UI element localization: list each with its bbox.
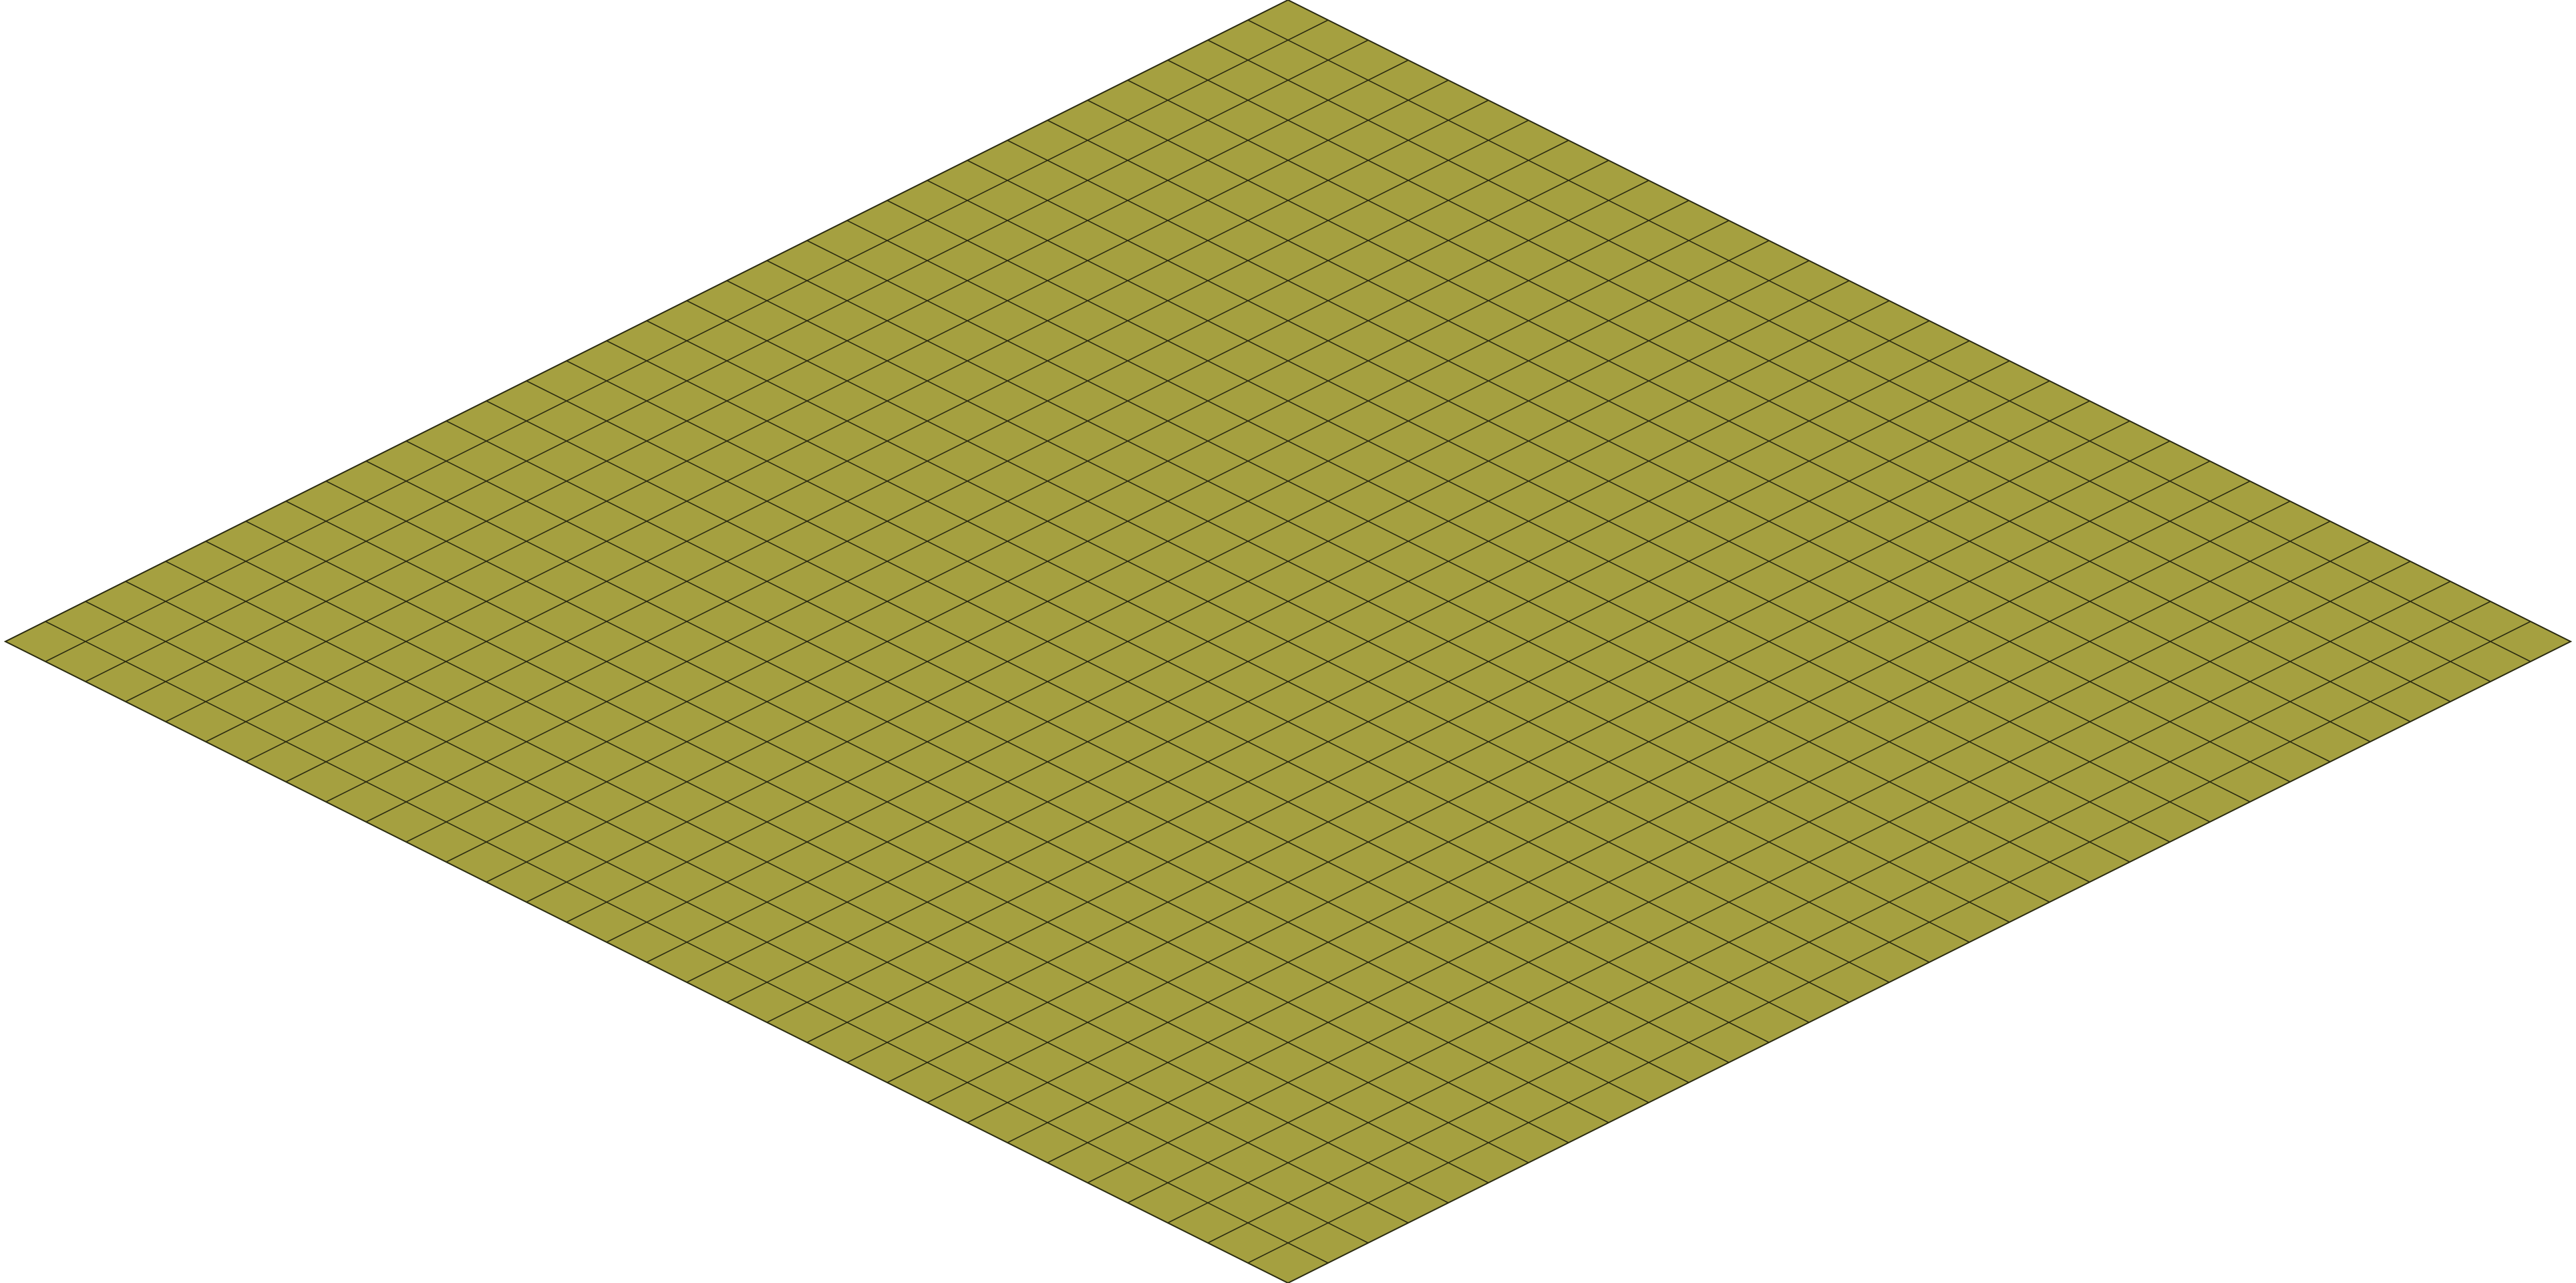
grid-line-col — [45, 19, 1329, 662]
grid-line-col — [766, 380, 2050, 1023]
grid-line-col — [325, 160, 1609, 803]
grid-line-col — [365, 180, 1649, 823]
grid-line-col — [606, 300, 1890, 943]
grid-line-col — [967, 480, 2251, 1123]
grid-line-col — [526, 260, 1810, 903]
tile-grid — [45, 19, 2531, 1264]
grid-line-col — [165, 80, 1449, 722]
grid-line-col — [1087, 541, 2371, 1183]
grid-line-col — [1127, 561, 2411, 1203]
grid-line-col — [887, 440, 2170, 1083]
grid-line-col — [205, 100, 1489, 742]
grid-line-col — [285, 140, 1569, 782]
grid-line-col — [446, 220, 1730, 863]
grid-line-col — [1047, 521, 2331, 1163]
grid-line-col — [806, 400, 2090, 1043]
grid-line-col — [486, 240, 1770, 883]
grid-line-col — [686, 340, 1970, 983]
grid-line-col — [85, 39, 1369, 682]
grid-line-col — [927, 460, 2211, 1103]
grid-line-col — [245, 120, 1529, 762]
grid-line-col — [646, 320, 1930, 963]
grid-line-col — [846, 420, 2130, 1063]
grid-line-col — [1207, 601, 2491, 1244]
grid-line-col — [1167, 581, 2451, 1224]
grid-line-col — [1247, 621, 2531, 1264]
grid-line-col — [566, 280, 1850, 923]
grid-line-col — [406, 200, 1689, 843]
grid-line-col — [125, 59, 1409, 702]
grid-line-col — [1007, 501, 2291, 1143]
grid-line-col — [726, 360, 2010, 1003]
